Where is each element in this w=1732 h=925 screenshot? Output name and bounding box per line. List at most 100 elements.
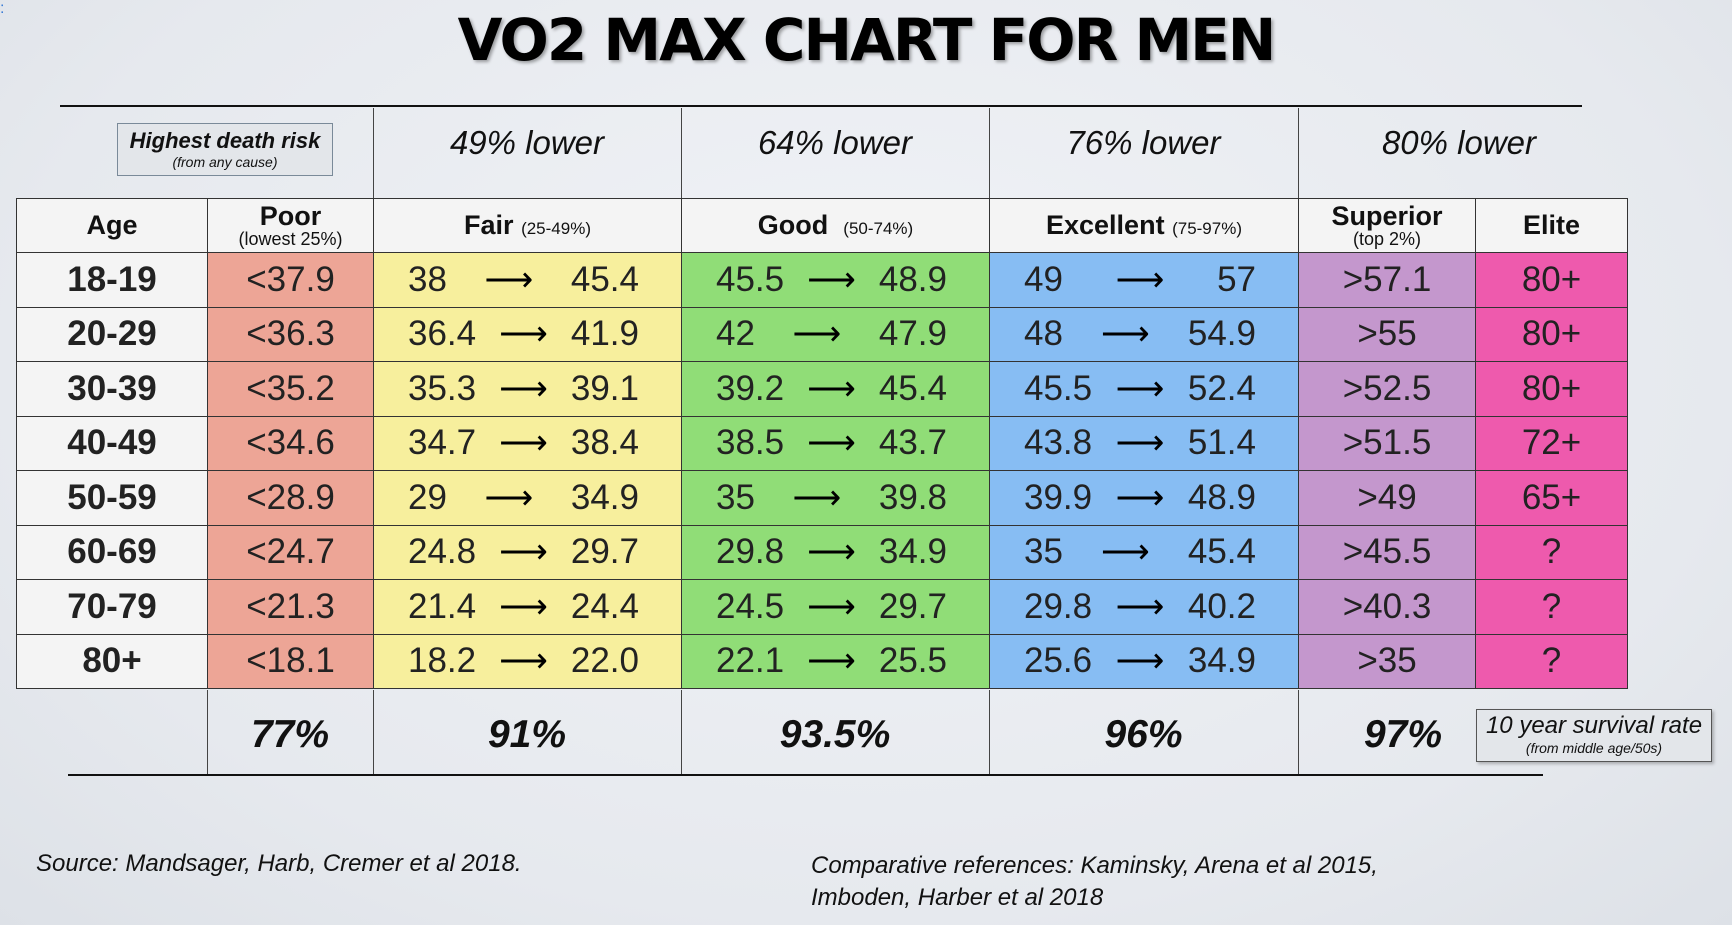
fair-range: 35.3 ⟶ 39.1 — [375, 368, 681, 409]
death-risk-box: Highest death risk (from any cause) — [117, 123, 333, 176]
arrow-right-icon: ⟶ — [499, 369, 548, 408]
divider — [1298, 108, 1299, 198]
fair-range: 29 ⟶ 34.9 — [375, 478, 681, 518]
age-cell: 60-69 — [16, 524, 208, 580]
header-good-range: (50-74%) — [843, 219, 914, 238]
arrow-right-icon: ⟶ — [1115, 642, 1165, 681]
age-cell: 30-39 — [16, 361, 208, 417]
header-excellent-label: Excellent — [1046, 210, 1165, 240]
arrow-right-icon: ⟶ — [499, 533, 548, 572]
poor-cell: <18.1 — [207, 633, 374, 689]
arrow-right-icon: ⟶ — [499, 642, 548, 681]
poor-cell: <34.6 — [207, 415, 374, 471]
excellent-range-low: 48 — [1024, 314, 1063, 354]
good-range-low: 38.5 — [716, 423, 785, 463]
poor-cell: <35.2 — [207, 361, 374, 417]
divider — [989, 690, 990, 775]
excellent-range-high: 34.9 — [1187, 641, 1256, 681]
risk-reduction-superior: 80% lower — [1381, 124, 1537, 161]
bottom-rule — [68, 774, 1543, 776]
good-cell: 24.5 ⟶ 29.7 — [681, 579, 990, 635]
divider — [373, 108, 374, 198]
excellent-range-low: 49 — [1024, 259, 1063, 299]
excellent-cell: 48 ⟶ 54.9 — [989, 306, 1299, 362]
excellent-range-low: 25.6 — [1024, 641, 1093, 681]
fair-cell: 29 ⟶ 34.9 — [373, 470, 682, 526]
good-range-high: 45.4 — [878, 368, 947, 408]
header-poor-label: Poor — [259, 201, 322, 231]
arrow-right-icon: ⟶ — [1115, 260, 1165, 299]
fair-range: 34.7 ⟶ 38.4 — [375, 423, 681, 463]
arrow-right-icon: ⟶ — [1115, 478, 1165, 517]
excellent-range: 48 ⟶ 54.9 — [991, 314, 1298, 354]
excellent-range-low: 43.8 — [1024, 423, 1093, 463]
good-cell: 22.1 ⟶ 25.5 — [681, 633, 990, 689]
fair-range-low: 35.3 — [408, 368, 477, 408]
excellent-range: 25.6 ⟶ 34.9 — [991, 641, 1298, 681]
arrow-right-icon: ⟶ — [792, 478, 842, 517]
excellent-range-high: 52.4 — [1187, 368, 1256, 408]
arrow-right-icon: ⟶ — [1115, 587, 1165, 626]
chart-title: VO2 MAX CHART FOR MEN — [457, 6, 1277, 74]
fair-range-high: 22.0 — [570, 641, 639, 681]
good-range-high: 25.5 — [878, 641, 947, 681]
fair-range-high: 24.4 — [570, 586, 639, 626]
survival-rate-good: 93.5% — [779, 713, 891, 756]
fair-cell: 35.3 ⟶ 39.1 — [373, 361, 682, 417]
excellent-range-low: 29.8 — [1024, 586, 1093, 626]
elite-cell: 80+ — [1475, 306, 1628, 362]
excellent-range: 29.8 ⟶ 40.2 — [991, 586, 1298, 627]
arrow-right-icon: ⟶ — [1101, 533, 1150, 572]
table-row: 70-79 <21.3 21.4 ⟶ 24.4 24.5 ⟶ 29.7 29.8 ⟶ 40.2 >40… — [16, 579, 1628, 635]
good-range: 39.2 ⟶ 45.4 — [683, 368, 989, 409]
references-line-1: Comparative references: Kaminsky, Arena … — [811, 852, 1378, 879]
excellent-range: 43.8 ⟶ 51.4 — [991, 423, 1298, 463]
fair-range: 38 ⟶ 45.4 — [375, 259, 681, 300]
excellent-range-low: 39.9 — [1024, 477, 1093, 517]
survival-rate-superior: 97% — [1363, 713, 1443, 756]
death-risk-sublabel: (from any cause) — [172, 154, 278, 170]
excellent-range-high: 45.4 — [1187, 532, 1256, 572]
good-cell: 45.5 ⟶ 48.9 — [681, 252, 990, 308]
good-range-high: 29.7 — [878, 586, 947, 626]
fair-range-high: 41.9 — [570, 314, 639, 354]
superior-cell: >55 — [1298, 306, 1476, 362]
elite-cell: 72+ — [1475, 415, 1628, 471]
elite-cell: 80+ — [1475, 252, 1628, 308]
header-poor-range: (lowest 25%) — [238, 229, 343, 249]
fair-range-high: 29.7 — [570, 532, 639, 572]
elite-cell: ? — [1475, 633, 1628, 689]
age-cell: 80+ — [16, 633, 208, 689]
excellent-cell: 45.5 ⟶ 52.4 — [989, 361, 1299, 417]
good-range: 45.5 ⟶ 48.9 — [683, 260, 989, 300]
excellent-range: 49 ⟶ 57 — [991, 259, 1298, 300]
fair-cell: 34.7 ⟶ 38.4 — [373, 415, 682, 471]
fair-cell: 18.2 ⟶ 22.0 — [373, 633, 682, 689]
good-range: 29.8 ⟶ 34.9 — [683, 532, 989, 572]
age-cell: 70-79 — [16, 579, 208, 635]
elite-cell: 65+ — [1475, 470, 1628, 526]
survival-label: 10 year survival rate — [1485, 712, 1703, 739]
arrow-right-icon: ⟶ — [792, 315, 842, 354]
header-elite: Elite — [1475, 198, 1628, 253]
vo2-table: Age Poor (lowest 25%) Fair (25-49%) Good… — [16, 198, 1628, 689]
source-citation: Source: Mandsager, Harb, Cremer et al 20… — [36, 850, 522, 877]
age-cell: 18-19 — [16, 252, 208, 308]
excellent-cell: 43.8 ⟶ 51.4 — [989, 415, 1299, 471]
good-range-high: 34.9 — [878, 532, 947, 572]
divider — [681, 690, 682, 775]
divider — [1298, 690, 1299, 775]
header-fair: Fair (25-49%) — [373, 198, 682, 253]
fair-range-low: 38 — [408, 259, 447, 299]
survival-rate-excellent: 96% — [1104, 713, 1183, 756]
good-cell: 39.2 ⟶ 45.4 — [681, 361, 990, 417]
fair-range: 18.2 ⟶ 22.0 — [375, 641, 681, 681]
header-fair-range: (25-49%) — [521, 219, 591, 238]
arrow-right-icon: ⟶ — [807, 587, 856, 626]
good-range: 24.5 ⟶ 29.7 — [683, 586, 989, 627]
age-cell: 40-49 — [16, 415, 208, 471]
divider — [681, 108, 682, 198]
excellent-cell: 39.9 ⟶ 48.9 — [989, 470, 1299, 526]
arrow-right-icon: ⟶ — [1115, 424, 1165, 463]
superior-cell: >51.5 — [1298, 415, 1476, 471]
